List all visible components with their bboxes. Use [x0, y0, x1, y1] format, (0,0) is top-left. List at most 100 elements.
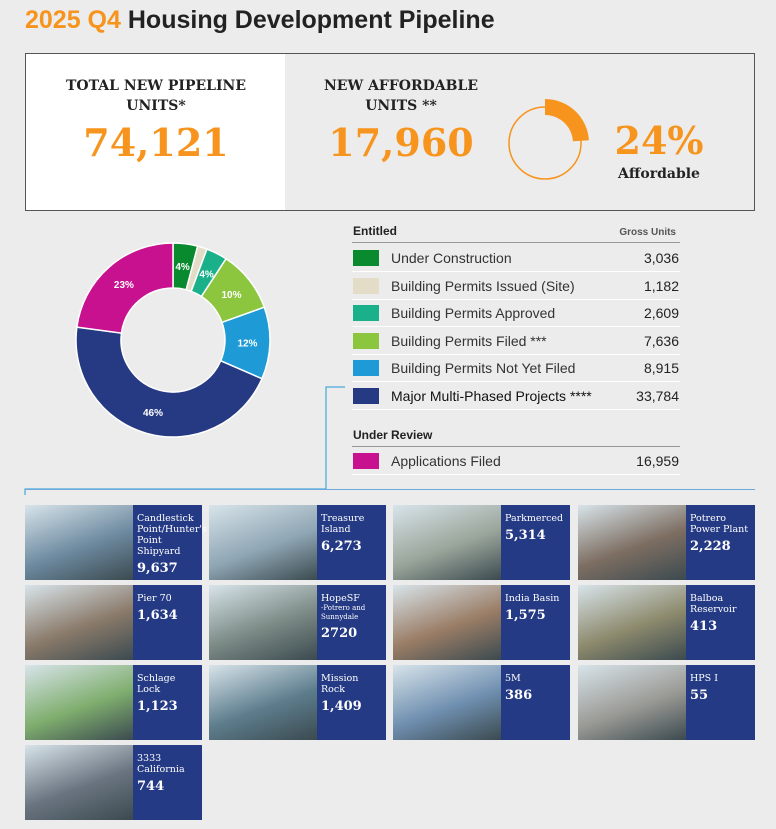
total-panel: [26, 54, 285, 210]
project-text: Candlestick Point/Hunter's Point Shipyar…: [133, 505, 207, 580]
project-name: 5M: [505, 673, 521, 684]
legend-units: 7,636: [643, 332, 679, 349]
total-label: TOTAL NEW PIPELINE UNITS*: [65, 78, 247, 114]
project-text: Parkmerced 5,314: [501, 505, 570, 580]
legend-row: Building Permits Issued (Site) 1,182: [352, 273, 680, 300]
project-text: Treasure Island 6,273: [317, 505, 386, 580]
summary-box: TOTAL NEW PIPELINE UNITS* 74,121 NEW AFF…: [25, 53, 755, 211]
project-name: Candlestick Point/Hunter's Point Shipyar…: [137, 513, 207, 557]
affordable-value: 17,960: [328, 120, 474, 165]
pipeline-donut: 4% 4% 10% 12% 46% 23%: [24, 242, 345, 495]
project-card: Parkmerced 5,314: [393, 505, 570, 580]
legend-name: Applications Filed: [391, 453, 501, 469]
project-units: 1,409: [321, 699, 362, 714]
title: Housing Development Pipeline: [127, 6, 495, 34]
project-text: 3333 California 744: [133, 745, 202, 820]
heading-text: Entitled: [353, 224, 397, 238]
project-photo: [209, 505, 317, 580]
legend-units: 3,036: [643, 250, 679, 266]
legend-name: Building Permits Approved: [391, 305, 556, 321]
project-card: Treasure Island 6,273: [209, 505, 386, 580]
project-card: Potrero Power Plant 2,228: [578, 505, 755, 580]
project-name: HPS I: [690, 673, 718, 684]
project-name: 3333 California: [137, 753, 185, 775]
legend-row: Under Construction 3,036: [352, 246, 680, 272]
affordable-label: NEW AFFORDABLE UNITS **: [324, 78, 478, 114]
legend-name: Under Construction: [391, 250, 512, 266]
project-units: 413: [690, 619, 718, 634]
legend-row: Building Permits Approved 2,609: [352, 301, 680, 327]
project-units: 2720: [321, 626, 358, 641]
project-name: Pier 70: [137, 593, 172, 604]
project-photo: [578, 665, 686, 740]
project-text: HPS I 55: [686, 665, 755, 740]
project-card: 5M 386: [393, 665, 570, 740]
affordable-donut: [508, 99, 589, 180]
project-photo: [393, 505, 501, 580]
project-card: HPS I 55: [578, 665, 755, 740]
project-units: 744: [137, 779, 165, 794]
project-card: Mission Rock 1,409: [209, 665, 386, 740]
project-photo: [578, 505, 686, 580]
project-name: Schlage Lock: [137, 673, 176, 695]
affordable-pct: 24%: [614, 118, 704, 163]
project-text: Pier 70 1,634: [133, 585, 202, 660]
project-photo: [209, 585, 317, 660]
project-text: Schlage Lock 1,123: [133, 665, 202, 740]
legend-row: Building Permits Not Yet Filed 8,915: [352, 356, 680, 382]
project-subname: -Potrero and Sunnydale: [321, 604, 366, 621]
project-text: Balboa Reservoir 413: [686, 585, 755, 660]
project-photo: [25, 745, 133, 820]
segment-label: 23%: [114, 280, 134, 291]
segment-label: 46%: [143, 408, 163, 419]
project-photo: [393, 665, 501, 740]
legend-row: Building Permits Filed *** 7,636: [352, 328, 680, 355]
header: 2025 Q4 Housing Development Pipeline: [25, 6, 495, 35]
project-units: 2,228: [690, 539, 731, 554]
project-text: 5M 386: [501, 665, 570, 740]
segment-label: 10%: [221, 290, 241, 301]
project-name: HopeSF: [321, 593, 360, 604]
affordable-caption: Affordable: [618, 166, 700, 182]
project-text: Mission Rock 1,409: [317, 665, 386, 740]
project-text: Potrero Power Plant 2,228: [686, 505, 755, 580]
project-card: India Basin 1,575: [393, 585, 570, 660]
legend-swatch: [353, 305, 379, 321]
project-units: 1,575: [505, 608, 546, 623]
period: 2025 Q4: [25, 6, 121, 34]
project-photo: [25, 505, 133, 580]
legend-row: Major Multi-Phased Projects **** 33,784: [352, 383, 680, 410]
project-units: 1,123: [137, 699, 178, 714]
legend-swatch: [353, 277, 379, 294]
legend-heading: Under Review: [352, 426, 680, 447]
donut-segment: [75, 326, 263, 438]
donut-arc: [545, 99, 589, 142]
heading-units: Gross Units: [619, 227, 676, 238]
project-name: Parkmerced: [505, 513, 564, 524]
legend-name: Building Permits Issued (Site): [391, 277, 575, 294]
segment-label: 12%: [237, 338, 257, 349]
legend-row: Applications Filed 16,959: [352, 449, 680, 475]
legend-swatch: [353, 387, 379, 404]
legend-name: Building Permits Not Yet Filed: [391, 360, 576, 376]
project-photo: [25, 585, 133, 660]
legend-units: 2,609: [643, 305, 679, 321]
project-photo: [578, 585, 686, 660]
project-units: 55: [690, 688, 709, 703]
project-name: Mission Rock: [321, 673, 359, 695]
legend-name: Building Permits Filed ***: [391, 332, 547, 349]
legend-swatch: [353, 250, 379, 266]
project-name: Treasure Island: [321, 513, 365, 535]
project-photo: [393, 585, 501, 660]
segment-label: 4%: [199, 270, 214, 281]
heading-text: Under Review: [353, 428, 433, 442]
segment-label: 4%: [175, 262, 190, 273]
legend-swatch: [353, 453, 379, 469]
project-text: India Basin 1,575: [501, 585, 570, 660]
legend-units: 8,915: [643, 360, 679, 376]
legend-swatch: [353, 332, 379, 349]
project-card: Candlestick Point/Hunter's Point Shipyar…: [25, 505, 207, 580]
project-card: Pier 70 1,634: [25, 585, 202, 660]
project-card: Balboa Reservoir 413: [578, 585, 755, 660]
